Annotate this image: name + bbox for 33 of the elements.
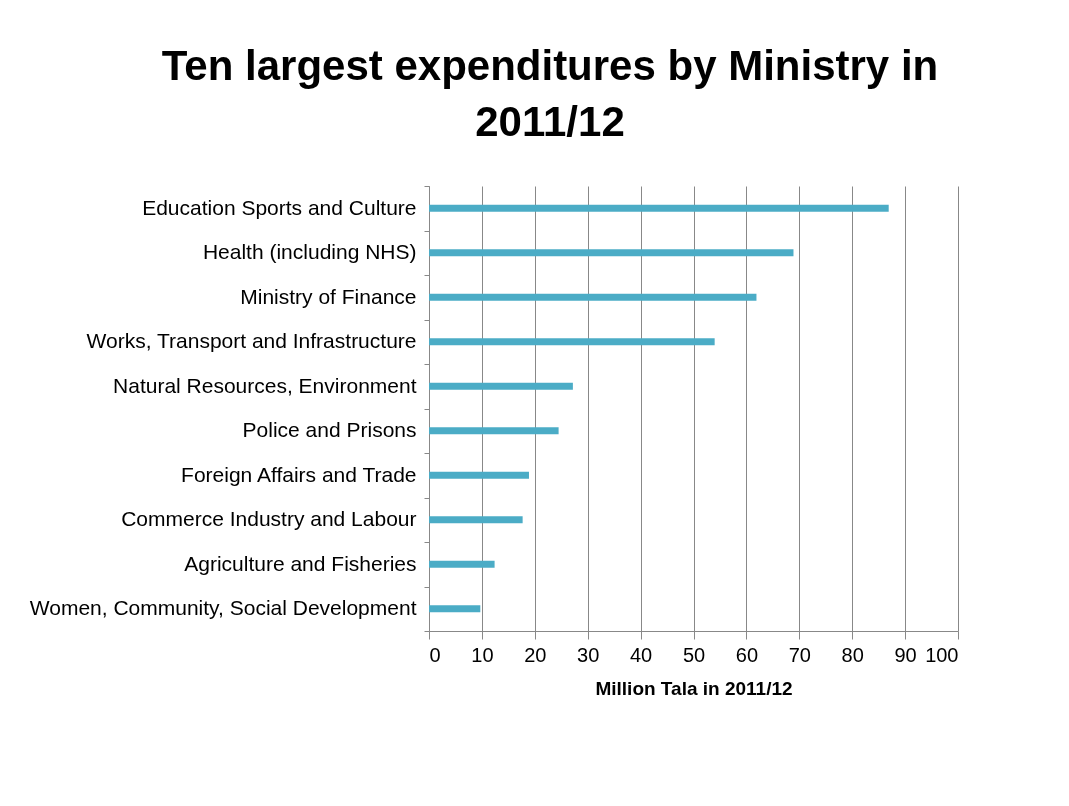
- bar: [429, 382, 573, 390]
- x-tick-label: 50: [682, 643, 706, 666]
- x-tick-label: 70: [788, 643, 811, 666]
- bar: [429, 338, 715, 346]
- bar: [429, 471, 529, 479]
- y-tick-label: Health (including NHS): [202, 240, 417, 264]
- bar: [429, 427, 559, 435]
- bar: [429, 605, 481, 613]
- x-tick-label: 30: [577, 643, 600, 666]
- y-tick-label: Natural Resources, Environment: [113, 373, 417, 397]
- x-tick-label: 60: [735, 643, 759, 666]
- y-tick-label: Ministry of Finance: [240, 284, 417, 308]
- x-tick-label: 80: [841, 643, 864, 666]
- x-tick-label: 10: [471, 643, 494, 666]
- y-tick-label: Women, Community, Social Development: [29, 596, 417, 620]
- y-tick-label: Foreign Affairs and Trade: [181, 462, 417, 486]
- x-tick-label: 40: [629, 643, 653, 666]
- chart-title: Ten largest expenditures by Ministry in 2011/12: [160, 41, 940, 147]
- y-tick-label: Works, Transport and Infrastructure: [86, 329, 417, 353]
- y-tick-label: Police and Prisons: [242, 418, 417, 442]
- y-tick-label: Agriculture and Fisheries: [184, 551, 417, 575]
- x-tick-label: 0: [429, 643, 441, 666]
- bar: [429, 249, 794, 257]
- x-tick-label: 90: [894, 643, 917, 666]
- x-tick-label: 100: [925, 643, 959, 666]
- bar: [429, 204, 889, 212]
- bar: [429, 293, 757, 301]
- y-tick-label: Education Sports and Culture: [142, 195, 417, 219]
- bar: [429, 560, 495, 568]
- x-tick-label: 20: [524, 643, 547, 666]
- y-tick-label: Commerce Industry and Labour: [121, 507, 417, 531]
- bar: [429, 516, 523, 524]
- x-axis-title: Million Tala in 2011/12: [595, 677, 793, 699]
